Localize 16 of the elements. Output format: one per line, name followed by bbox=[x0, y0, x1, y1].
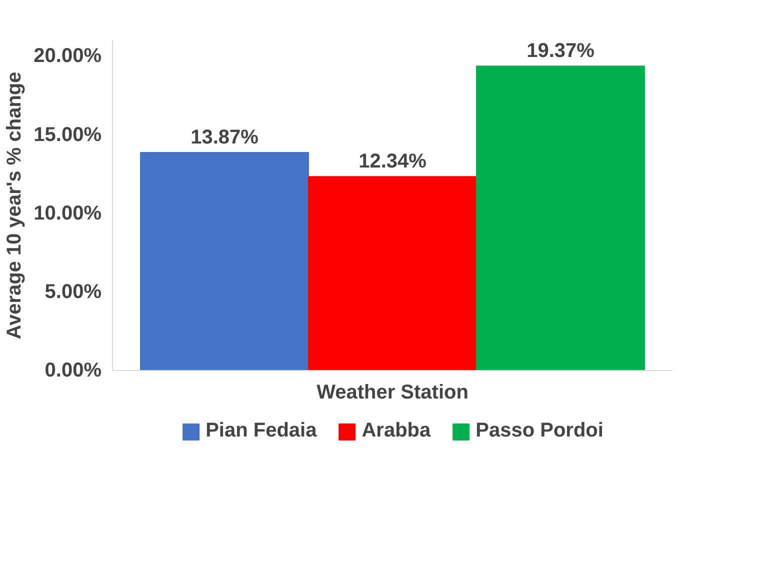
bar bbox=[308, 176, 477, 370]
y-tick-label: 0.00% bbox=[44, 360, 102, 382]
legend-label: Pian Fedaia bbox=[206, 420, 317, 442]
bar bbox=[140, 152, 309, 370]
y-tick-label: 10.00% bbox=[34, 202, 102, 224]
legend-label: Arabba bbox=[362, 420, 431, 442]
data-label: 13.87% bbox=[190, 126, 259, 149]
y-tick-label: 15.00% bbox=[34, 124, 102, 146]
x-axis-title: Weather Station bbox=[316, 382, 468, 404]
y-axis-title: Average 10 year's % change bbox=[4, 72, 26, 340]
legend-label: Passo Pordoi bbox=[476, 420, 604, 442]
y-tick-label: 5.00% bbox=[44, 280, 102, 303]
y-tick-label: 20.00% bbox=[34, 45, 102, 68]
data-label: 12.34% bbox=[358, 150, 427, 173]
bar bbox=[476, 66, 645, 370]
data-label: 19.37% bbox=[526, 40, 595, 62]
